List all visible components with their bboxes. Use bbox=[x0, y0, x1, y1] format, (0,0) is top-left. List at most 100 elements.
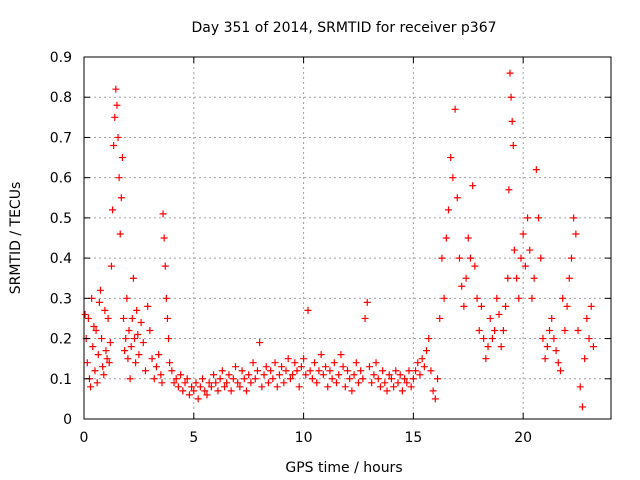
data-point bbox=[333, 379, 341, 387]
data-point bbox=[497, 343, 505, 351]
data-point bbox=[112, 85, 120, 93]
data-point bbox=[223, 379, 231, 387]
data-point bbox=[144, 302, 152, 310]
data-point bbox=[361, 314, 369, 322]
data-point bbox=[271, 359, 279, 367]
data-point bbox=[337, 351, 345, 359]
data-point bbox=[324, 383, 332, 391]
data-point bbox=[100, 371, 108, 379]
data-point bbox=[423, 347, 431, 355]
data-point bbox=[160, 234, 168, 242]
data-point bbox=[387, 375, 395, 383]
data-point bbox=[284, 355, 292, 363]
data-point bbox=[434, 375, 442, 383]
data-point bbox=[155, 351, 163, 359]
data-point bbox=[282, 367, 290, 375]
data-point bbox=[92, 327, 100, 335]
data-point bbox=[227, 387, 235, 395]
data-point bbox=[278, 363, 286, 371]
data-point bbox=[519, 230, 527, 238]
data-point bbox=[447, 154, 455, 162]
data-point bbox=[93, 379, 101, 387]
y-tick-label: 0.3 bbox=[50, 291, 72, 307]
data-point bbox=[126, 375, 134, 383]
chart-title: Day 351 of 2014, SRMTID for receiver p36… bbox=[191, 20, 496, 36]
data-point bbox=[507, 93, 515, 101]
data-point bbox=[262, 363, 270, 371]
data-point bbox=[103, 355, 111, 363]
data-point bbox=[317, 351, 325, 359]
data-point bbox=[302, 371, 310, 379]
x-tick-label: 5 bbox=[189, 430, 198, 446]
data-point bbox=[409, 375, 417, 383]
data-point bbox=[407, 383, 415, 391]
data-point bbox=[416, 371, 424, 379]
data-point bbox=[106, 339, 114, 347]
data-point bbox=[528, 294, 536, 302]
data-point bbox=[91, 367, 99, 375]
data-point bbox=[532, 166, 540, 174]
data-point bbox=[576, 383, 584, 391]
data-point bbox=[308, 375, 316, 383]
data-point bbox=[491, 327, 499, 335]
x-tick-label: 0 bbox=[80, 430, 89, 446]
data-point bbox=[554, 359, 562, 367]
ticks-layer: 0 0.1 0.2 0.3 0.4 0.5 0.6 0.7 0.8 0.9 0 5 10 15 20 bbox=[50, 50, 611, 446]
data-point bbox=[517, 254, 525, 262]
data-point bbox=[526, 246, 534, 254]
data-point bbox=[510, 246, 518, 254]
data-point bbox=[403, 379, 411, 387]
data-point bbox=[183, 375, 191, 383]
data-point bbox=[94, 351, 102, 359]
data-point bbox=[368, 379, 376, 387]
data-point bbox=[330, 359, 338, 367]
data-point bbox=[132, 359, 140, 367]
data-point bbox=[570, 214, 578, 222]
data-point bbox=[127, 343, 135, 351]
data-point bbox=[451, 105, 459, 113]
data-point bbox=[118, 154, 126, 162]
data-point bbox=[216, 375, 224, 383]
data-point bbox=[247, 379, 255, 387]
data-point bbox=[504, 274, 512, 282]
data-point bbox=[117, 194, 125, 202]
data-point bbox=[201, 387, 209, 395]
plot-frame bbox=[83, 56, 612, 420]
data-point bbox=[251, 375, 259, 383]
data-point bbox=[396, 371, 404, 379]
data-point bbox=[264, 379, 272, 387]
data-point bbox=[370, 371, 378, 379]
data-point bbox=[453, 194, 461, 202]
data-point bbox=[152, 363, 160, 371]
data-point bbox=[471, 262, 479, 270]
data-point bbox=[484, 343, 492, 351]
data-point bbox=[116, 230, 124, 238]
data-point bbox=[196, 383, 204, 391]
data-point bbox=[295, 383, 303, 391]
data-point bbox=[513, 274, 521, 282]
y-tick-label: 0.6 bbox=[50, 171, 72, 187]
data-point bbox=[493, 294, 501, 302]
data-point bbox=[574, 327, 582, 335]
data-point bbox=[505, 186, 513, 194]
data-point bbox=[134, 331, 142, 339]
data-point bbox=[137, 318, 145, 326]
data-point bbox=[350, 371, 358, 379]
data-point bbox=[425, 335, 433, 343]
y-tick-label: 0.1 bbox=[50, 372, 72, 388]
data-point bbox=[218, 367, 226, 375]
data-point bbox=[83, 359, 91, 367]
data-point bbox=[249, 359, 257, 367]
data-point bbox=[418, 355, 426, 363]
data-point bbox=[131, 335, 139, 343]
data-point bbox=[550, 335, 558, 343]
data-point bbox=[232, 363, 240, 371]
data-point bbox=[469, 182, 477, 190]
data-point bbox=[109, 206, 117, 214]
data-point bbox=[589, 343, 597, 351]
data-point bbox=[280, 379, 288, 387]
data-point bbox=[502, 302, 510, 310]
data-point bbox=[300, 355, 308, 363]
data-point bbox=[464, 234, 472, 242]
data-point bbox=[322, 363, 330, 371]
